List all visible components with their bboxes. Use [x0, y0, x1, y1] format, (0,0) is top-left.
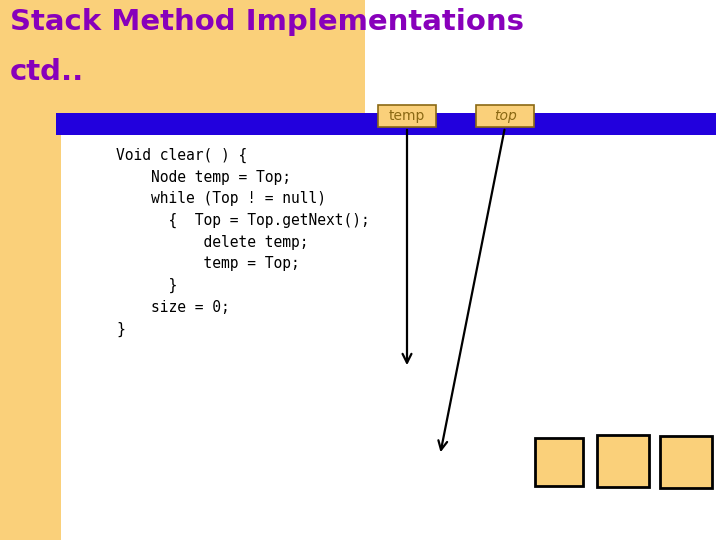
- Text: top: top: [494, 109, 516, 123]
- Text: Void clear( ) {
    Node temp = Top;
    while (Top ! = null)
      {  Top = Top: Void clear( ) { Node temp = Top; while (…: [116, 148, 370, 336]
- Bar: [0, 0, 61, 540]
- Bar: [0, 0, 365, 115]
- Text: Stack Method Implementations: Stack Method Implementations: [10, 8, 524, 36]
- Text: ctd..: ctd..: [10, 58, 84, 86]
- Bar: [56, 113, 716, 135]
- Text: temp: temp: [389, 109, 426, 123]
- Bar: [660, 436, 712, 488]
- Bar: [378, 105, 436, 127]
- Bar: [535, 438, 583, 486]
- Bar: [597, 435, 649, 487]
- Bar: [476, 105, 534, 127]
